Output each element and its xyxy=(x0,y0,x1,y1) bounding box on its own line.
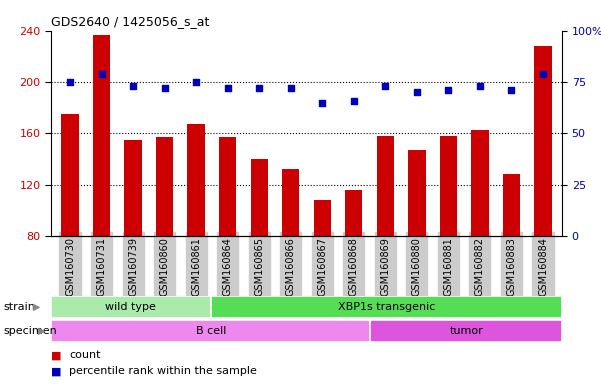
Text: strain: strain xyxy=(3,302,35,312)
Point xyxy=(223,85,233,91)
Bar xyxy=(440,136,457,236)
Point xyxy=(160,85,169,91)
Bar xyxy=(211,296,562,318)
Text: B cell: B cell xyxy=(195,326,226,336)
Bar xyxy=(61,114,79,236)
Bar xyxy=(534,46,552,236)
Text: ▶: ▶ xyxy=(38,326,45,336)
Bar xyxy=(503,174,520,236)
Text: XBP1s transgenic: XBP1s transgenic xyxy=(338,302,435,312)
Bar xyxy=(188,124,205,236)
Text: wild type: wild type xyxy=(105,302,156,312)
Bar xyxy=(408,150,426,236)
Bar xyxy=(282,169,299,236)
Point xyxy=(317,99,327,106)
Bar xyxy=(314,200,331,236)
Text: ■: ■ xyxy=(51,366,65,376)
Bar xyxy=(156,137,173,236)
Point xyxy=(349,98,359,104)
Text: count: count xyxy=(69,350,100,360)
Point xyxy=(286,85,296,91)
Bar xyxy=(219,137,236,236)
Point xyxy=(538,71,548,77)
Bar xyxy=(93,35,110,236)
Bar xyxy=(345,190,362,236)
Bar xyxy=(124,140,142,236)
Text: ■: ■ xyxy=(51,350,65,360)
Bar xyxy=(51,296,211,318)
Text: GDS2640 / 1425056_s_at: GDS2640 / 1425056_s_at xyxy=(51,15,210,28)
Point xyxy=(254,85,264,91)
Point xyxy=(475,83,485,89)
Text: specimen: specimen xyxy=(3,326,56,336)
Point xyxy=(444,87,453,93)
Point xyxy=(507,87,516,93)
Point xyxy=(97,71,106,77)
Text: tumor: tumor xyxy=(450,326,483,336)
Point xyxy=(128,83,138,89)
Bar xyxy=(377,136,394,236)
Text: ▶: ▶ xyxy=(33,302,40,312)
Bar xyxy=(370,320,562,342)
Point xyxy=(191,79,201,85)
Text: percentile rank within the sample: percentile rank within the sample xyxy=(69,366,257,376)
Bar xyxy=(51,320,370,342)
Bar xyxy=(471,129,489,236)
Point xyxy=(65,79,75,85)
Point xyxy=(412,89,422,95)
Bar xyxy=(251,159,268,236)
Point xyxy=(380,83,390,89)
